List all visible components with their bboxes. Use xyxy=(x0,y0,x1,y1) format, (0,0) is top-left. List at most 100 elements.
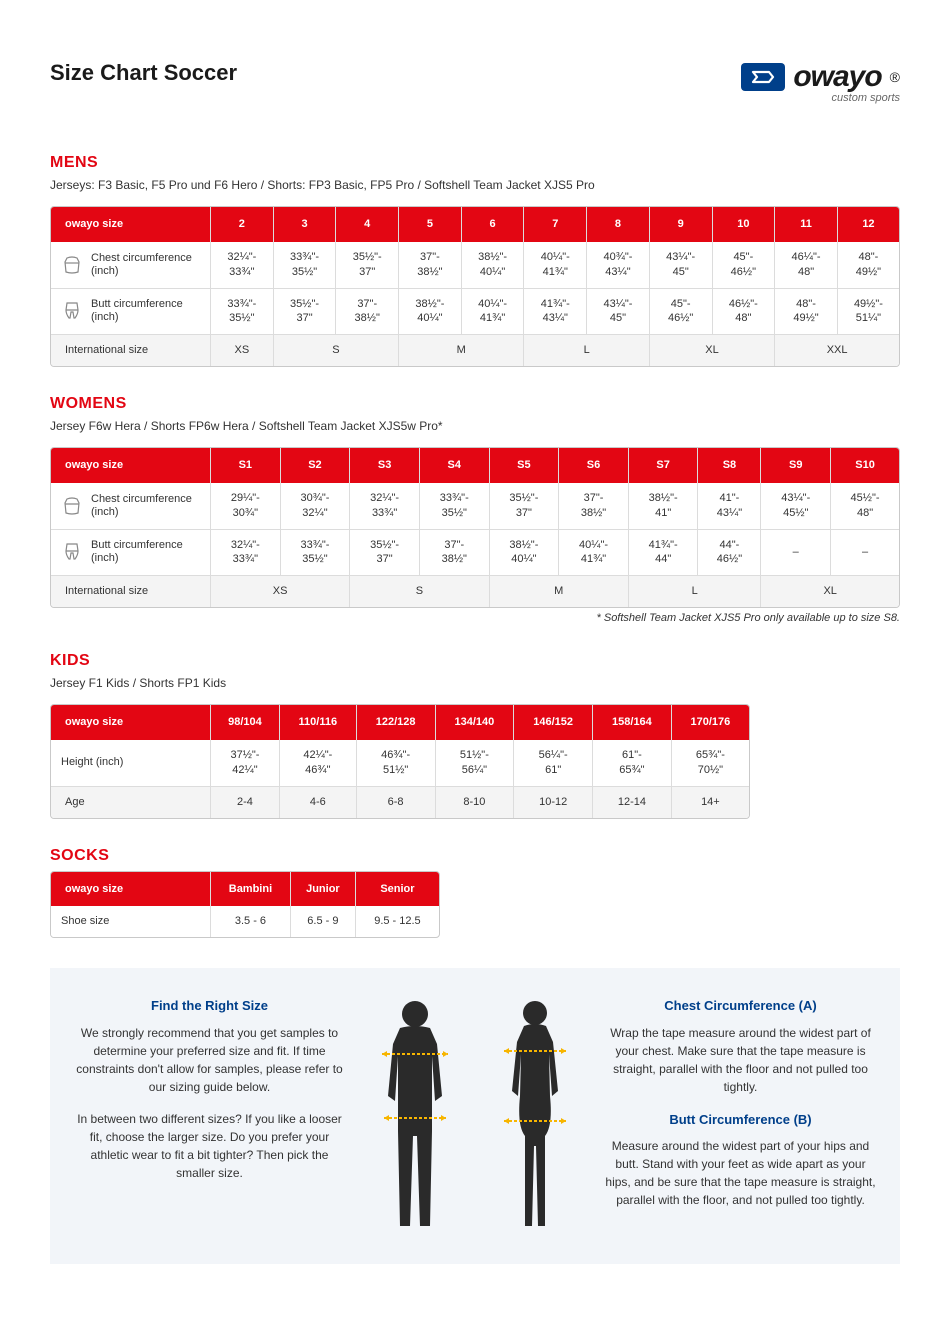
size-col: Bambini xyxy=(211,872,291,907)
size-cell: 4-6 xyxy=(280,787,357,818)
womens-footnote: * Softshell Team Jacket XJS5 Pro only av… xyxy=(50,612,900,624)
size-cell: 46¾"-51½" xyxy=(357,740,436,787)
size-col: 4 xyxy=(336,207,399,242)
kids-title: KIDS xyxy=(50,652,900,670)
size-col: 7 xyxy=(524,207,587,242)
size-cell: 14+ xyxy=(672,787,749,818)
intl-cell: XS xyxy=(211,335,274,366)
size-cell: 48"-49½" xyxy=(838,242,899,289)
size-cell: 10-12 xyxy=(514,787,593,818)
row-label: Butt circumference(inch) xyxy=(51,289,211,336)
size-cell: 45"-46½" xyxy=(650,289,713,336)
size-header-label: owayo size xyxy=(51,705,211,740)
size-col: S1 xyxy=(211,448,281,483)
womens-subtitle: Jersey F6w Hera / Shorts FP6w Hera / Sof… xyxy=(50,419,900,433)
size-cell: 37"-38½" xyxy=(559,483,629,530)
size-cell: 40¼"-41¾" xyxy=(524,242,587,289)
size-cell: – xyxy=(761,530,831,577)
intl-cell: S xyxy=(350,576,489,607)
size-cell: 37"-38½" xyxy=(336,289,399,336)
socks-title: SOCKS xyxy=(50,847,900,865)
intl-cell: XXL xyxy=(775,335,899,366)
size-cell: 46¼"-48" xyxy=(775,242,838,289)
size-col: 9 xyxy=(650,207,713,242)
size-cell: 12-14 xyxy=(593,787,672,818)
page-title: Size Chart Soccer xyxy=(50,60,237,86)
size-col: S7 xyxy=(629,448,699,483)
size-cell: 9.5 - 12.5 xyxy=(356,906,439,937)
size-cell: 43¼"-45½" xyxy=(761,483,831,530)
male-silhouette xyxy=(365,996,465,1236)
intl-cell: L xyxy=(629,576,762,607)
size-cell: 32¼"-33¾" xyxy=(211,242,274,289)
size-cell: 48"-49½" xyxy=(775,289,838,336)
size-cell: 49½"-51¼" xyxy=(838,289,899,336)
womens-title: WOMENS xyxy=(50,395,900,413)
size-col: S2 xyxy=(281,448,351,483)
row-label: Shoe size xyxy=(51,906,211,937)
info-right-p1: Wrap the tape measure around the widest … xyxy=(605,1024,876,1096)
size-cell: 40¾"-43¼" xyxy=(587,242,650,289)
logo-badge-icon xyxy=(741,63,785,91)
logo-text: owayo xyxy=(793,60,881,94)
socks-table: owayo sizeBambiniJuniorSenior Shoe size3… xyxy=(50,871,440,939)
size-header-label: owayo size xyxy=(51,207,211,242)
size-cell: 32¼"-33¾" xyxy=(211,530,281,577)
size-col: 10 xyxy=(713,207,776,242)
size-col: S10 xyxy=(831,448,899,483)
info-block: Find the Right Size We strongly recommen… xyxy=(50,968,900,1264)
size-col: 122/128 xyxy=(357,705,436,740)
size-cell: 38½"-40¼" xyxy=(462,242,525,289)
row-label: Chest circumference(inch) xyxy=(51,483,211,530)
intl-cell: S xyxy=(274,335,399,366)
size-cell: 45½"-48" xyxy=(831,483,899,530)
size-col: 3 xyxy=(274,207,337,242)
size-col: 158/164 xyxy=(593,705,672,740)
size-cell: 38½"-40¼" xyxy=(490,530,560,577)
size-cell: 51½"-56¼" xyxy=(436,740,515,787)
size-cell: 43¼"-45" xyxy=(587,289,650,336)
mens-subtitle: Jerseys: F3 Basic, F5 Pro und F6 Hero / … xyxy=(50,178,900,192)
size-cell: 35½"-37" xyxy=(336,242,399,289)
size-col: Junior xyxy=(291,872,356,907)
size-col: 6 xyxy=(462,207,525,242)
size-cell: 43¼"-45" xyxy=(650,242,713,289)
size-col: 2 xyxy=(211,207,274,242)
size-cell: 46½"-48" xyxy=(713,289,776,336)
row-label: Butt circumference(inch) xyxy=(51,530,211,577)
intl-cell: XL xyxy=(761,576,899,607)
size-col: 8 xyxy=(587,207,650,242)
size-col: 98/104 xyxy=(211,705,280,740)
size-col: S8 xyxy=(698,448,761,483)
intl-cell: M xyxy=(399,335,524,366)
size-col: S9 xyxy=(761,448,831,483)
kids-table: owayo size98/104110/116122/128134/140146… xyxy=(50,704,750,818)
size-cell: 40¼"-41¾" xyxy=(559,530,629,577)
size-cell: 33¾"-35½" xyxy=(211,289,274,336)
info-left-p1: We strongly recommend that you get sampl… xyxy=(74,1024,345,1096)
size-cell: – xyxy=(831,530,899,577)
size-cell: 37½"-42¼" xyxy=(211,740,280,787)
womens-table: owayo sizeS1S2S3S4S5S6S7S8S9S10 Chest ci… xyxy=(50,447,900,608)
size-col: 170/176 xyxy=(672,705,749,740)
size-cell: 44"-46½" xyxy=(698,530,761,577)
mens-section: MENS Jerseys: F3 Basic, F5 Pro und F6 He… xyxy=(50,154,900,367)
size-cell: 33¾"-35½" xyxy=(281,530,351,577)
size-cell: 38½"-40¼" xyxy=(399,289,462,336)
size-col: S6 xyxy=(559,448,629,483)
size-col: 110/116 xyxy=(280,705,357,740)
female-silhouette xyxy=(485,996,585,1236)
size-cell: 38½"-41" xyxy=(629,483,699,530)
size-cell: 8-10 xyxy=(436,787,515,818)
size-col: 12 xyxy=(838,207,899,242)
size-cell: 37"-38½" xyxy=(399,242,462,289)
header: Size Chart Soccer owayo® custom sports xyxy=(50,60,900,104)
size-col: Senior xyxy=(356,872,439,907)
size-col: S5 xyxy=(490,448,560,483)
info-right-title2: Butt Circumference (B) xyxy=(605,1110,876,1130)
butt-icon xyxy=(61,541,83,563)
size-col: 5 xyxy=(399,207,462,242)
size-cell: 42¼"-46¾" xyxy=(280,740,357,787)
size-col: S3 xyxy=(350,448,420,483)
size-cell: 65¾"-70½" xyxy=(672,740,749,787)
